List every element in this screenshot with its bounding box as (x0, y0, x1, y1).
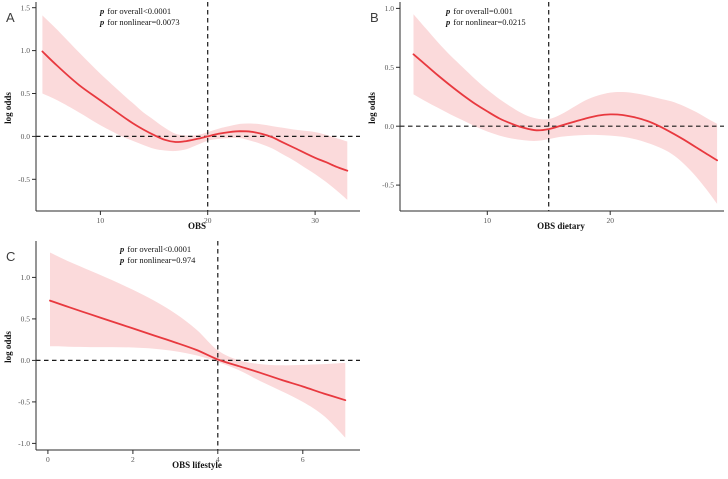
y-tick-label: 0.5 (21, 315, 31, 324)
p-overall-annotation: p for overall=0.001 (446, 6, 513, 16)
p-overall-annotation: p for overall<0.0001 (100, 6, 172, 16)
panel-label-c: C (6, 249, 16, 264)
y-tick-label: 0.5 (385, 63, 395, 72)
y-tick-label: 0.5 (21, 89, 31, 98)
spline-curve (41, 50, 349, 172)
x-tick-label: 4 (216, 455, 220, 464)
y-tick-label: 1.0 (21, 46, 31, 55)
panel-label-a: A (6, 10, 15, 25)
panel-label-b: B (370, 10, 379, 25)
x-axis-title: OBS (187, 221, 206, 231)
y-tick-label: 0.0 (385, 122, 395, 131)
pvalue-annotation-a: p for overall<0.0001 p for nonlinear=0.0… (100, 6, 180, 27)
panel-b: 1.0 0.5 0.0 -0.5 10 20 B p for overall=0.001 … (364, 0, 728, 240)
spline-plot-a: 1.5 1.0 0.5 0.0 -0.5 10 20 30 (18, 2, 360, 225)
y-tick-label: -0.5 (18, 175, 30, 184)
confidence-band (50, 252, 346, 438)
spline-plot-b: 1.0 0.5 0.0 -0.5 10 20 (382, 2, 724, 225)
x-tick-label: 20 (204, 216, 212, 225)
x-tick-label: 6 (301, 455, 305, 464)
p-nonlinear-annotation: p for nonlinear=0.974 (120, 254, 196, 265)
y-tick-label: 0.0 (21, 132, 31, 141)
pvalue-annotation-c: p for overall<0.0001 p for nonlinear=0.9… (120, 244, 195, 265)
spline-curve (49, 299, 347, 402)
x-tick-label: 30 (311, 216, 319, 225)
x-tick-label: 20 (606, 216, 614, 225)
x-tick-label: 10 (484, 216, 492, 225)
y-tick-label: -1.0 (18, 439, 30, 448)
p-overall-annotation: p for overall<0.0001 (120, 244, 192, 254)
y-tick-label: 1.5 (21, 3, 31, 12)
y-tick-label: 1.0 (21, 273, 31, 282)
y-axis-title: log odds (3, 331, 13, 363)
x-axis-title: OBS dietary (537, 221, 585, 231)
spline-curve (412, 53, 718, 162)
spline-plot-c: 1.0 0.5 0.0 -0.5 -1.0 0 2 4 6 (18, 241, 360, 464)
x-tick-label: 0 (46, 455, 50, 464)
x-tick-label: 2 (131, 455, 135, 464)
y-axis-title: log odds (3, 92, 13, 124)
y-tick-label: -0.5 (18, 398, 30, 407)
p-nonlinear-annotation: p for nonlinear=0.0073 (100, 16, 180, 27)
panel-a: 1.5 1.0 0.5 0.0 -0.5 10 20 30 A p for overall<0… (0, 0, 364, 240)
pvalue-annotation-b: p for overall=0.001 p for nonlinear=0.02… (446, 6, 526, 27)
p-nonlinear-annotation: p for nonlinear=0.0215 (446, 16, 526, 27)
confidence-band (42, 15, 348, 200)
x-tick-label: 10 (97, 216, 105, 225)
confidence-band (413, 14, 718, 204)
x-axis-title: OBS lifestyle (172, 460, 222, 470)
y-axis-title: log odds (367, 92, 377, 124)
y-tick-label: 0.0 (21, 356, 31, 365)
y-tick-label: -0.5 (382, 181, 394, 190)
y-tick-label: 1.0 (385, 4, 395, 13)
panel-c: 1.0 0.5 0.0 -0.5 -1.0 0 2 4 6 C p for overall<0.… (0, 239, 364, 479)
